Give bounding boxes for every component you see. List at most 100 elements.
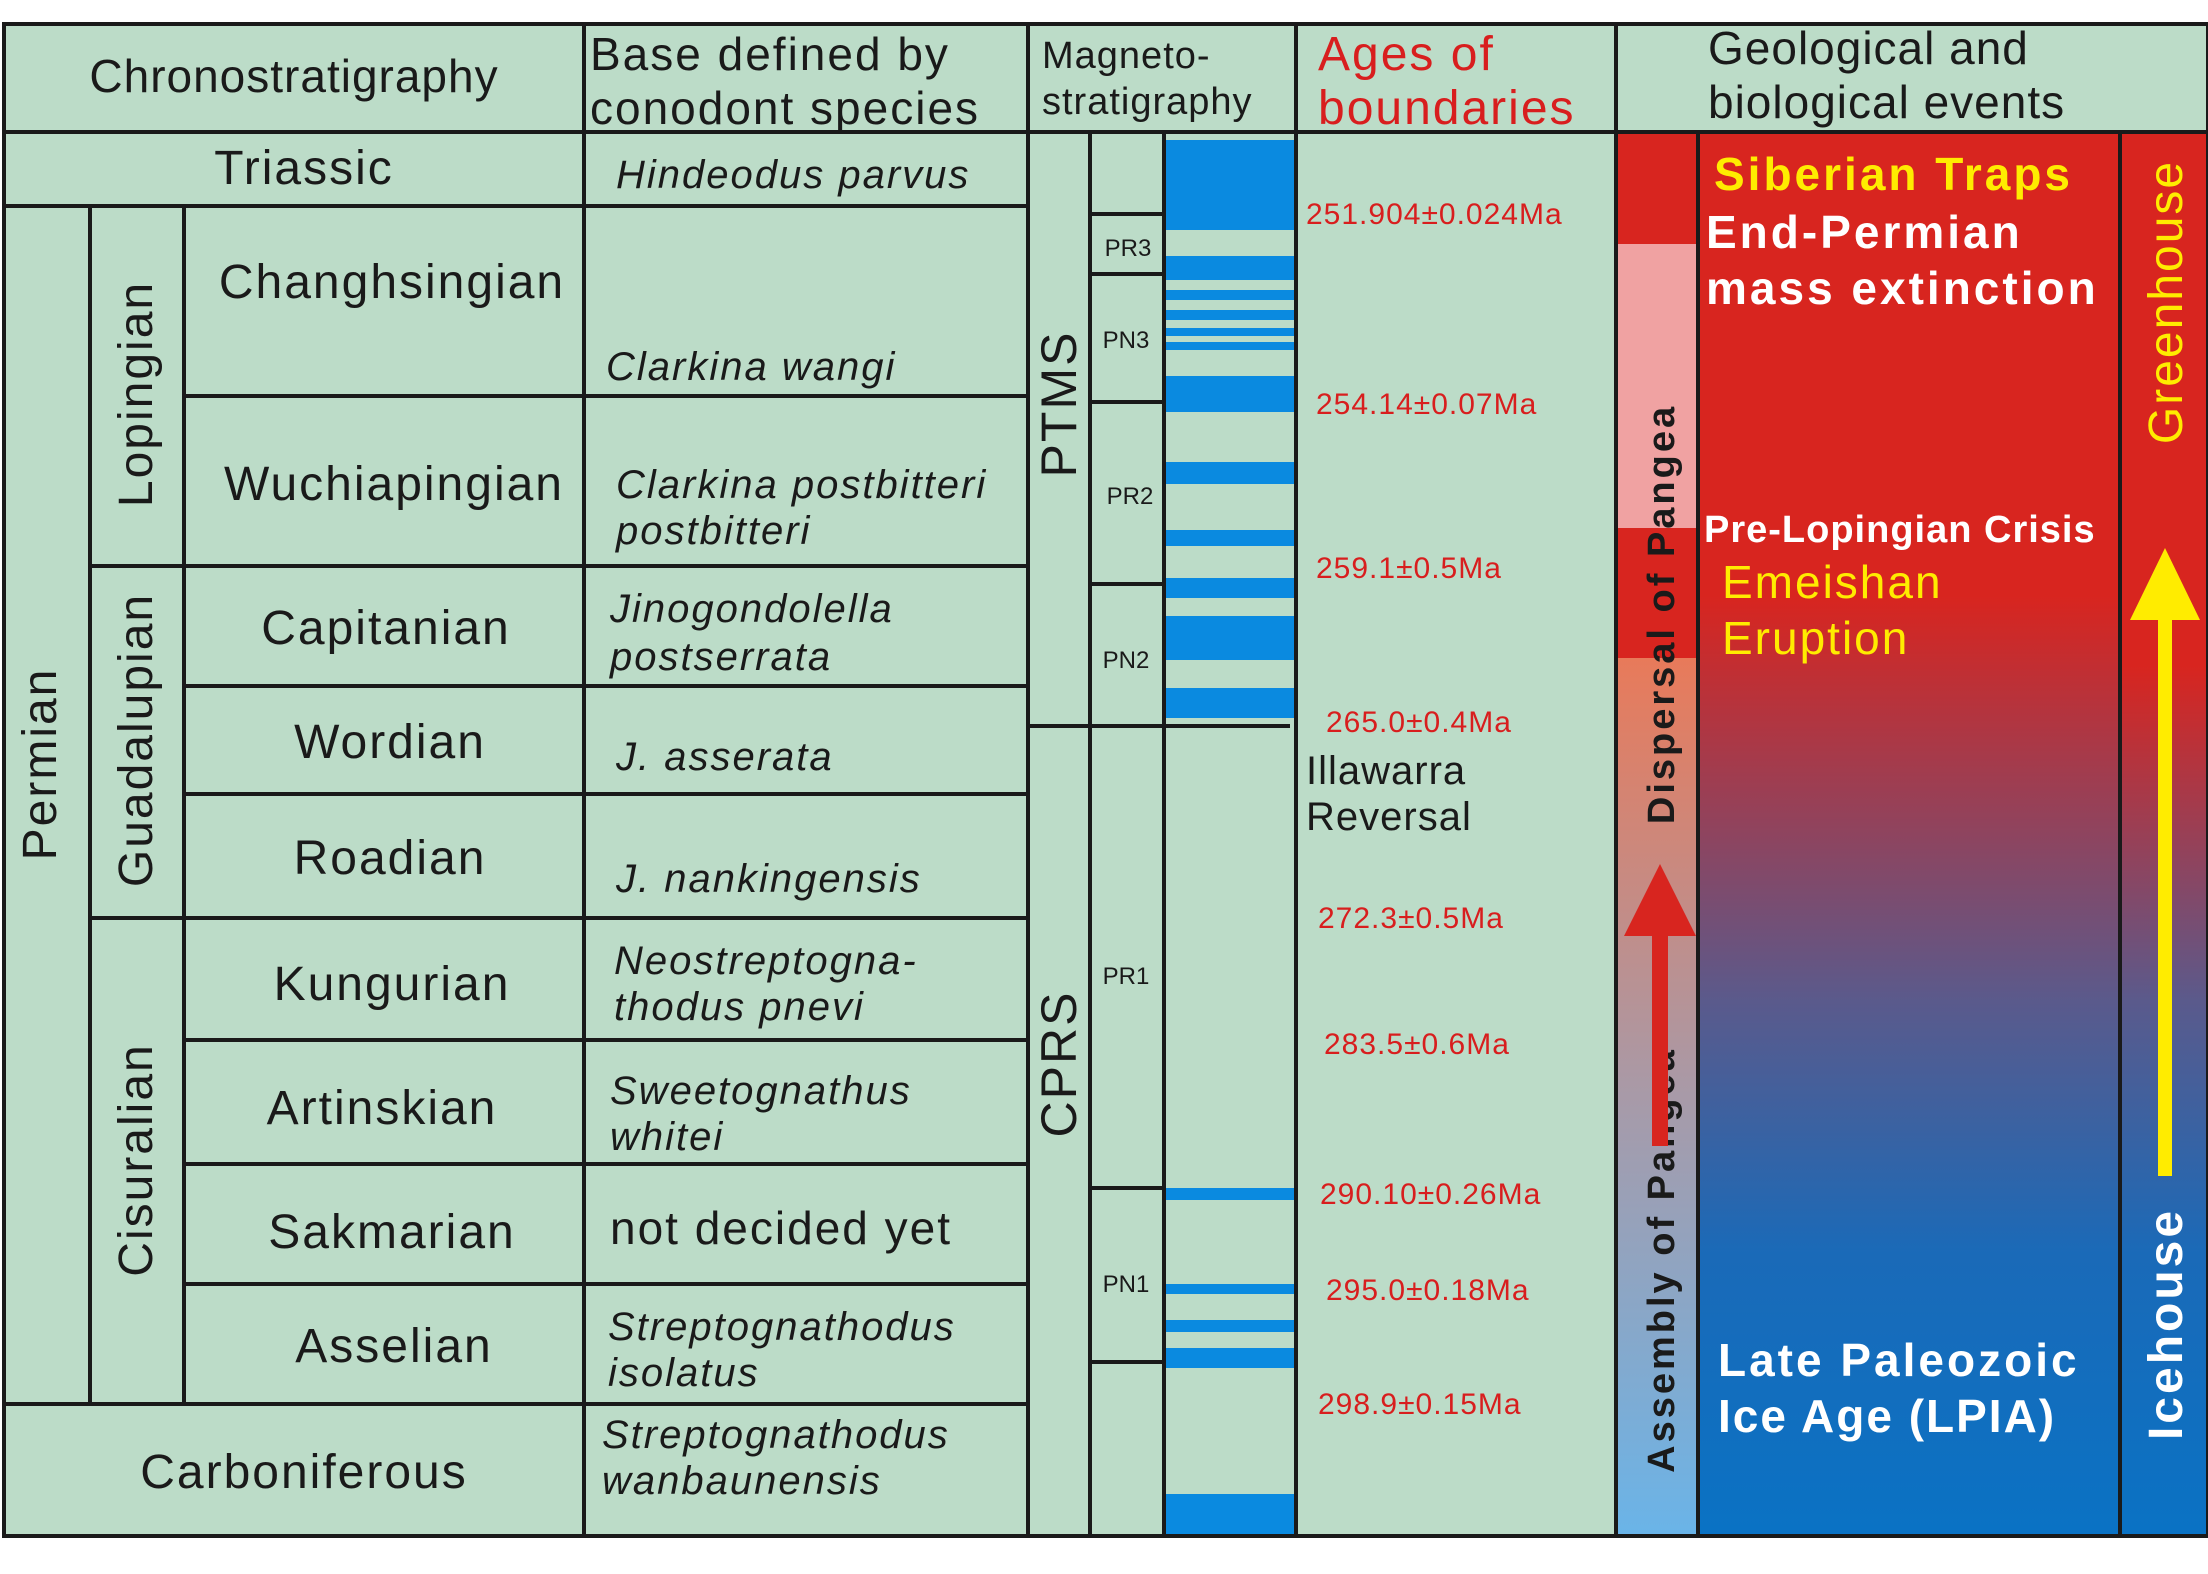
stage-sakmarian: Sakmarian [268,1206,515,1259]
stage-changhsingian: Changhsingian [219,256,565,309]
normal-band [1166,310,1294,320]
polarity-base [1166,134,1294,1534]
normal-band [1166,1284,1294,1294]
pangea-segment-top [1618,134,1698,244]
warming-arrow [2130,548,2200,1176]
period-carboniferous: Carboniferous [140,1446,468,1499]
age-4: 265.0±0.4Ma [1326,706,1512,739]
normal-band [1166,578,1294,598]
chron-pr3: PR3 [1105,235,1152,262]
conodont-kungurian-1: Neostreptogna- [614,939,918,983]
pangea-dispersal: Dispersal of Pangea [1641,404,1683,824]
normal-band [1166,1320,1294,1332]
conodont-asselian-2: isolatus [608,1351,760,1395]
epoch-guadalupian: Guadalupian [110,593,163,887]
normal-band [1166,616,1294,660]
assembly-arrow [1624,864,1696,1146]
conodont-capitanian-1: Jinogondolella [609,587,894,631]
stage-asselian: Asselian [295,1320,492,1373]
header-ages-line2: boundaries [1318,82,1576,135]
superchron-ptms: PTMS [1031,331,1087,478]
header-ages-line1: Ages of [1318,28,1495,81]
normal-band [1166,530,1294,546]
conodont-species: Hindeodus parvus Clarkina wangi Clarkina… [602,153,987,1503]
pangea-segment-red [1618,528,1698,658]
boundary-ages: 251.904±0.024Ma 254.14±0.07Ma 259.1±0.5M… [1306,198,1563,1421]
age-8: 295.0±0.18Ma [1326,1274,1530,1307]
conodont-carboniferous-1: Streptognathodus [602,1413,950,1457]
conodont-wuchiapingian-1: Clarkina postbitteri [616,463,987,507]
stage-capitanian: Capitanian [261,602,511,655]
header-base-line1: Base defined by [590,28,950,80]
event-lpia-line2: Ice Age (LPIA) [1718,1390,2056,1442]
stage-artinskian: Artinskian [267,1082,498,1135]
age-1: 251.904±0.024Ma [1306,198,1563,231]
header-chronostratigraphy: Chronostratigraphy [89,50,498,102]
conodont-artinskian-2: whitei [610,1115,724,1159]
event-siberian-traps: Siberian Traps [1714,148,2073,200]
conodont-triassic: Hindeodus parvus [616,153,970,197]
normal-band [1166,688,1294,718]
chron-pr2: PR2 [1107,483,1154,510]
normal-band [1166,256,1294,280]
conodont-wuchiapingian-2: postbitteri [615,509,811,553]
header-magneto-line2: stratigraphy [1042,81,1253,123]
normal-band [1166,342,1294,350]
stage-roadian: Roadian [294,832,487,885]
header-base-line2: conodont species [590,82,980,134]
age-7: 290.10±0.26Ma [1320,1178,1541,1211]
conodont-wordian: J. asserata [615,735,834,779]
event-endpermian-line2: mass extinction [1706,262,2099,314]
stage-wuchiapingian: Wuchiapingian [224,458,564,511]
pangea-segment-pink [1618,244,1698,528]
normal-band [1166,140,1294,230]
event-lpia-line1: Late Paleozoic [1718,1334,2080,1386]
event-emeishan-line1: Emeishan [1722,556,1943,608]
event-endpermian-line1: End-Permian [1706,206,2023,258]
normal-band [1166,1494,1294,1534]
age-5: 272.3±0.5Ma [1318,902,1504,935]
illawarra-line1: Illawarra [1306,749,1466,793]
stage-wordian: Wordian [294,716,486,769]
conodont-capitanian-2: postserrata [609,635,832,679]
conodont-kungurian-2: thodus pnevi [614,985,865,1029]
period-permian: Permian [14,668,67,861]
climate-greenhouse: Greenhouse [2140,160,2193,444]
chron-pn1: PN1 [1103,1271,1150,1298]
normal-band [1166,328,1294,336]
header-magneto-line1: Magneto- [1042,35,1211,77]
normal-band [1166,1348,1294,1368]
chron-pn2: PN2 [1103,647,1150,674]
chron-pn3: PN3 [1103,327,1150,354]
normal-band [1166,1188,1294,1200]
chron-labels: PR3 PN3 PR2 PN2 PR1 PN1 [1103,235,1154,1298]
epoch-cisuralian: Cisuralian [110,1043,163,1276]
age-3: 259.1±0.5Ma [1316,552,1502,585]
age-6: 283.5±0.6Ma [1324,1028,1510,1061]
period-triassic: Triassic [214,142,394,195]
illawarra-line2: Reversal [1306,795,1472,839]
epoch-lopingian: Lopingian [110,281,163,507]
age-9: 298.9±0.15Ma [1318,1388,1522,1421]
age-2: 254.14±0.07Ma [1316,388,1537,421]
normal-band [1166,462,1294,484]
event-emeishan-line2: Eruption [1722,612,1909,664]
header-events-line1: Geological and [1708,22,2029,74]
normal-band [1166,290,1294,300]
stage-kungurian: Kungurian [274,958,511,1011]
chron-pr1: PR1 [1103,963,1150,990]
magnetic-polarity-column [1166,134,1294,1534]
conodont-sakmarian: not decided yet [610,1202,952,1254]
conodont-roadian: J. nankingensis [615,857,922,901]
header-events-line2: biological events [1708,76,2065,128]
stage-names: Changhsingian Wuchiapingian Capitanian W… [219,256,565,1373]
event-prelopingian-crisis: Pre-Lopingian Crisis [1704,509,2096,551]
climate-icehouse: Icehouse [2140,1208,2193,1440]
conodont-artinskian-1: Sweetognathus [610,1069,912,1113]
grid-lines [2,22,2208,1538]
normal-band [1166,376,1294,412]
conodont-asselian-1: Streptognathodus [608,1305,956,1349]
conodont-carboniferous-2: wanbaunensis [602,1459,882,1503]
superchron-cprs: CPRS [1031,991,1087,1138]
